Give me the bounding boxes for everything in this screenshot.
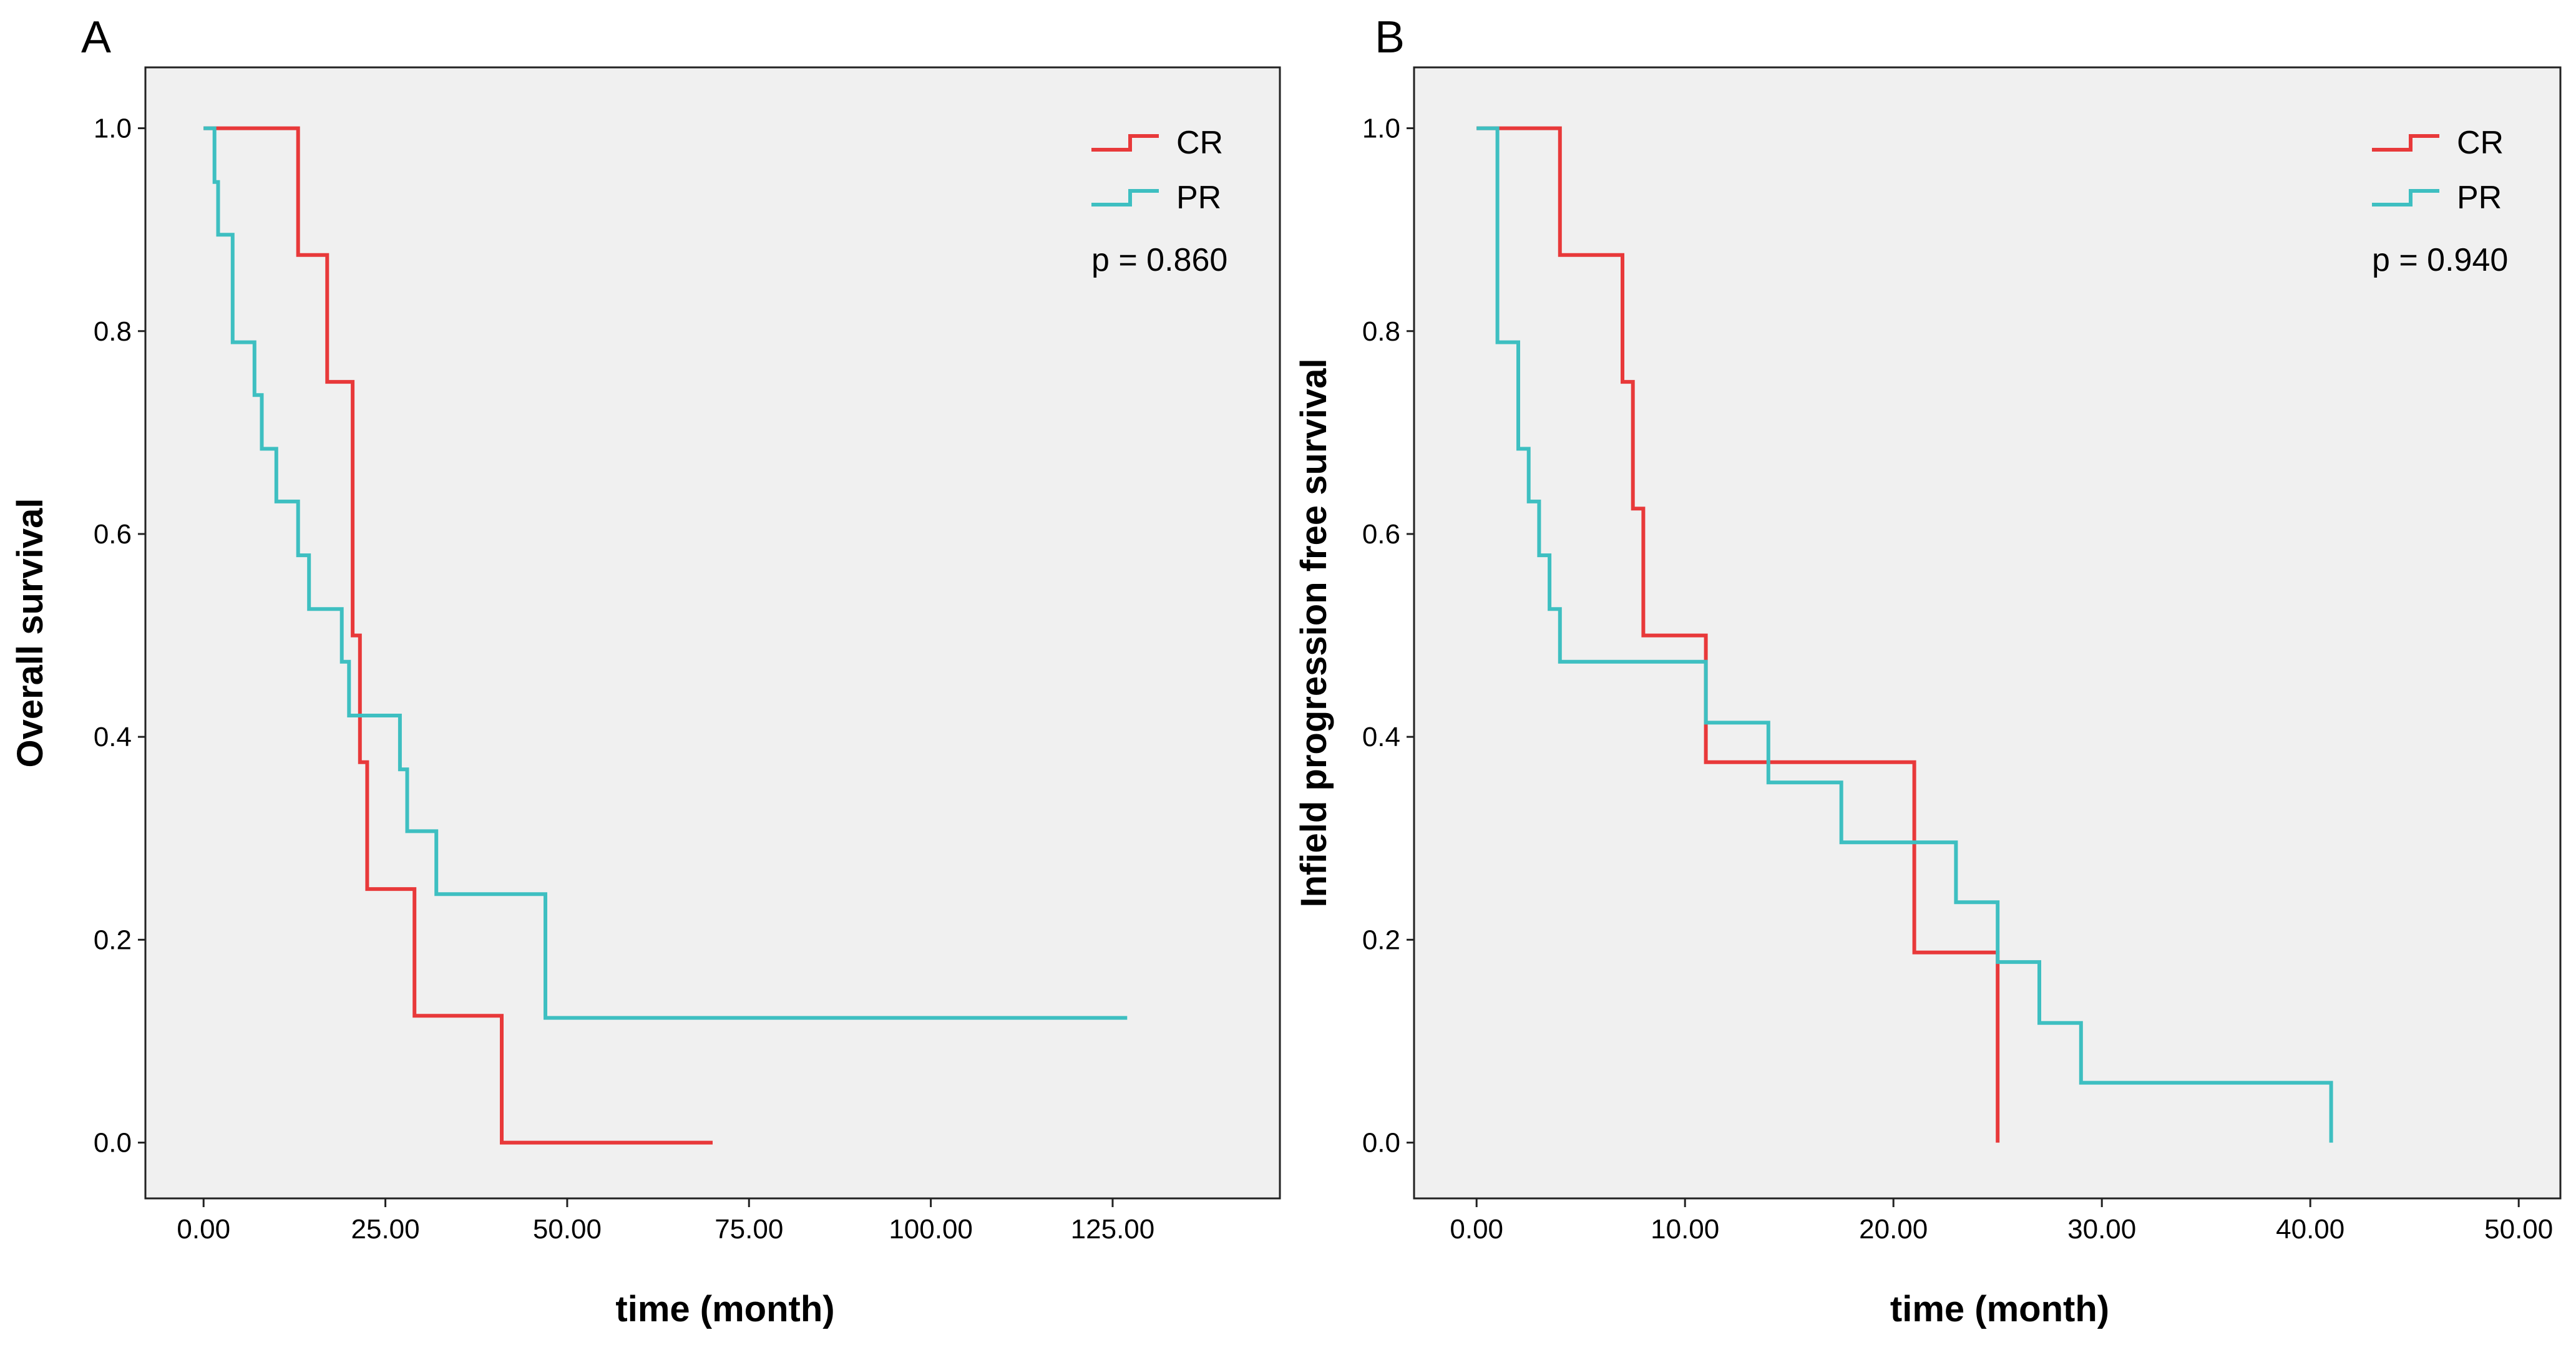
x-tick-label: 0.00 — [1450, 1214, 1503, 1245]
y-tick-label: 0.2 — [1362, 925, 1400, 955]
series-line-cr — [1476, 126, 2000, 1143]
legend-label-pr: PR — [1176, 180, 1221, 216]
legend-label-pr: PR — [2457, 180, 2502, 216]
legend-label-cr: CR — [2457, 125, 2504, 161]
legend-swatch-cr — [1091, 134, 1159, 152]
y-tick-label: 0.8 — [94, 316, 132, 347]
series-line-pr — [203, 126, 1128, 1020]
legend-swatch-cr — [2372, 134, 2439, 152]
x-tick-label: 30.00 — [2067, 1214, 2136, 1245]
y-tick-label: 0.8 — [1362, 316, 1400, 347]
legend-swatch-pr — [2372, 189, 2439, 206]
y-tick-label: 0.4 — [94, 722, 132, 752]
y-tick-label: 0.0 — [94, 1128, 132, 1158]
chart-panel-a: A 0.0 0.2 0.4 0.6 0.8 1.0 0.00 25.00 50.00 75.00 10… — [10, 12, 1281, 1329]
y-axis-title: Overall survival — [10, 498, 51, 767]
x-axis-title: time (month) — [1890, 1289, 2109, 1329]
x-tick-label: 20.00 — [1859, 1214, 1928, 1245]
series-line-pr — [1476, 126, 2333, 1143]
x-tick-label: 100.00 — [889, 1214, 973, 1245]
x-tick-label: 40.00 — [2276, 1214, 2344, 1245]
x-tick-label: 125.00 — [1071, 1214, 1155, 1245]
series-line-cr — [203, 126, 713, 1145]
y-tick-label: 1.0 — [1362, 114, 1400, 144]
y-tick-label: 1.0 — [94, 114, 132, 144]
y-axis-title: Infield progression free survival — [1294, 359, 1334, 908]
panel-letter: A — [81, 12, 111, 62]
y-tick-label: 0.6 — [94, 519, 132, 550]
x-tick-label: 50.00 — [533, 1214, 602, 1245]
plot-area — [144, 66, 1281, 1200]
x-tick-label: 10.00 — [1651, 1214, 1719, 1245]
panel-letter: B — [1375, 12, 1405, 62]
plot-area — [1413, 66, 2562, 1200]
p-value-annotation: p = 0.940 — [2372, 242, 2508, 278]
p-value-annotation: p = 0.860 — [1091, 242, 1227, 278]
y-tick-label: 0.4 — [1362, 722, 1400, 752]
y-tick-label: 0.6 — [1362, 519, 1400, 550]
y-tick-label: 0.0 — [1362, 1128, 1400, 1158]
x-tick-label: 75.00 — [715, 1214, 783, 1245]
x-tick-label: 0.00 — [177, 1214, 230, 1245]
legend-label-cr: CR — [1176, 125, 1223, 161]
legend-swatch-pr — [1091, 189, 1159, 206]
chart-panel-b: B 0.0 0.2 0.4 0.6 0.8 1.0 0.00 10.00 20.00 30.00 40… — [1294, 12, 2562, 1329]
x-tick-label: 50.00 — [2484, 1214, 2553, 1245]
y-tick-label: 0.2 — [94, 925, 132, 955]
x-tick-label: 25.00 — [351, 1214, 420, 1245]
x-axis-title: time (month) — [615, 1289, 834, 1329]
